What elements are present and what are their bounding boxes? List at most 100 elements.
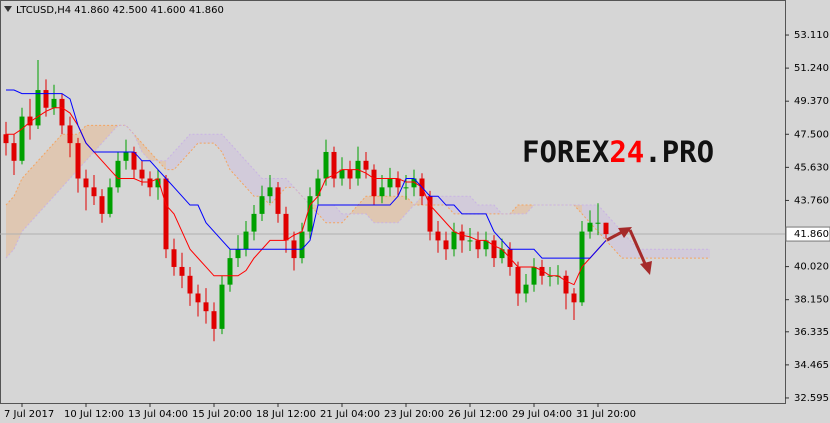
candle-body [235, 249, 241, 259]
candle-body [411, 178, 417, 188]
candle-body [51, 98, 57, 108]
cloud-fill [374, 196, 382, 223]
cloud-fill [46, 143, 54, 206]
cloud-fill [462, 196, 470, 214]
candle-body [99, 196, 105, 214]
candle-body [43, 90, 49, 108]
cloud-fill [190, 134, 198, 152]
candle-body [139, 169, 145, 179]
cloud-fill [654, 249, 662, 259]
cloud-fill [214, 134, 222, 152]
candle-body [123, 151, 129, 161]
candle-body [587, 222, 593, 232]
cloud-fill [94, 125, 102, 152]
candle-body [475, 240, 481, 250]
cloud-fill [478, 205, 486, 214]
candle-body [19, 116, 25, 161]
cloud-fill [222, 134, 230, 170]
candle-body [427, 196, 433, 232]
candle-body [115, 160, 121, 188]
x-tick-label: 23 Jul 20:00 [384, 409, 444, 420]
candle-body [267, 187, 273, 197]
cloud-fill [414, 196, 422, 206]
candle-body [11, 143, 17, 161]
candle-body [563, 275, 569, 294]
candle-body [363, 160, 369, 170]
cloud-fill [30, 160, 38, 223]
cloud-fill [318, 205, 326, 223]
candle-body [211, 311, 217, 329]
x-tick-label: 10 Jul 12:00 [64, 409, 124, 420]
plot-area [0, 59, 785, 342]
cloud-fill [662, 249, 670, 259]
candle-body [451, 231, 457, 250]
watermark-part: FOREX [522, 135, 610, 169]
chart-title: LTCUSD,H4 41.860 42.500 41.600 41.860 [16, 5, 224, 16]
candle-body [91, 187, 97, 197]
candle-body [163, 178, 169, 250]
candle-body [75, 143, 81, 179]
arrow-down [628, 229, 648, 267]
candle-body [539, 266, 545, 276]
cloud-fill [574, 205, 582, 214]
candle-body [187, 275, 193, 294]
y-tick-label: 40.020 [794, 262, 829, 273]
cloud-fill [518, 205, 526, 214]
cloud-fill [702, 249, 710, 259]
candle-body [307, 196, 313, 232]
plot-frame [0, 0, 786, 404]
cloud-fill [198, 134, 206, 144]
candle-body [459, 231, 465, 241]
cloud-fill [670, 249, 678, 259]
cloud-fill [470, 196, 478, 214]
cloud-fill [6, 196, 14, 259]
candle-body [491, 240, 497, 259]
candle-body [403, 187, 409, 189]
candle-body [379, 187, 385, 197]
candle-body [107, 187, 113, 214]
candle-body [67, 125, 73, 144]
cloud-fill [646, 249, 654, 259]
x-tick-label: 18 Jul 12:00 [256, 409, 316, 420]
candle-body [131, 151, 137, 170]
indicator-line [6, 89, 607, 259]
candle-body [499, 249, 505, 259]
candle-body [179, 266, 185, 276]
cloud-fill [686, 249, 694, 259]
cloud-span-b [5, 124, 710, 259]
candle-body [251, 213, 257, 232]
candle-body [283, 213, 289, 241]
candle-body [603, 222, 609, 235]
candle-body [595, 222, 601, 224]
candle-body [155, 178, 161, 188]
y-tick-label: 36.335 [794, 327, 829, 338]
candle-body [531, 266, 537, 285]
y-tick-label: 32.595 [794, 393, 829, 404]
y-tick-label: 53.110 [794, 30, 829, 41]
x-tick-label: 13 Jul 04:00 [128, 409, 188, 420]
candle-body [483, 240, 489, 250]
cloud-fill [326, 205, 334, 223]
y-tick-label: 49.370 [794, 96, 829, 107]
candle-body [523, 284, 529, 294]
candle-body [171, 249, 177, 267]
cloud-fill [406, 196, 414, 214]
cloud-fill [382, 196, 390, 223]
y-tick-label: 51.240 [794, 63, 829, 74]
cloud-fill [366, 196, 374, 223]
candle-body [387, 178, 393, 188]
cloud-fill [102, 125, 110, 144]
menu-triangle [4, 6, 12, 12]
candle-body [219, 284, 225, 329]
candle-body [347, 169, 353, 179]
cloud-fill [206, 134, 214, 144]
cloud-fill [86, 125, 94, 161]
candle-body [515, 266, 521, 294]
x-tick-label: 26 Jul 12:00 [448, 409, 508, 420]
y-tick-label: 45.630 [794, 162, 829, 173]
cloud-fill [590, 205, 598, 232]
candle-body [227, 258, 233, 285]
candle-body [147, 178, 153, 188]
